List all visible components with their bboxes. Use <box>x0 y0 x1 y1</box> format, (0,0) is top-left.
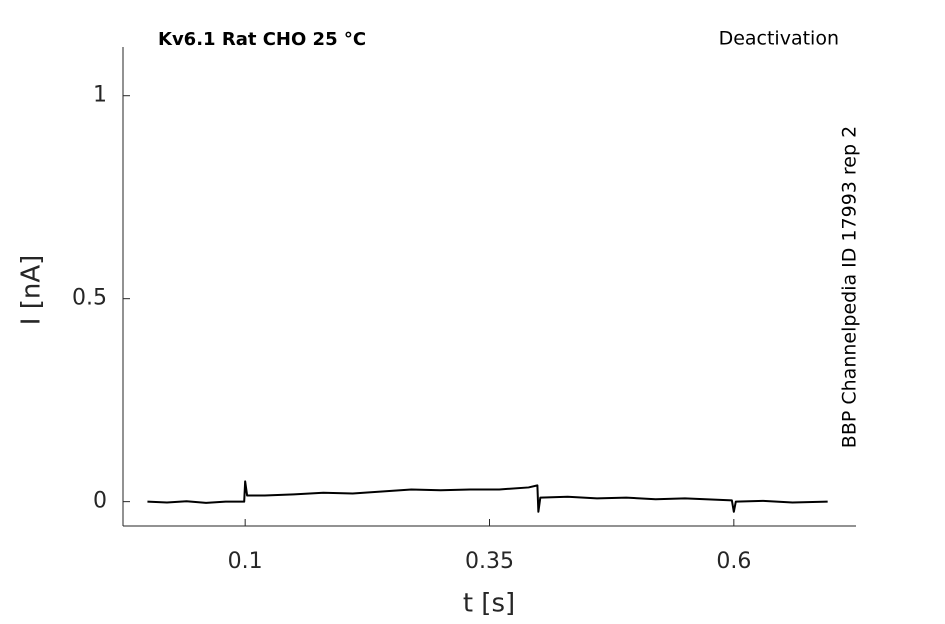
protocol-label: Deactivation <box>719 28 839 50</box>
source-label: BBP Channelpedia ID 17993 rep 2 <box>839 126 861 448</box>
y-tick-label: 0 <box>93 489 107 514</box>
x-tick-label: 0.1 <box>228 549 263 574</box>
chart-title: Kv6.1 Rat CHO 25 °C <box>158 29 366 50</box>
y-tick-label: 0.5 <box>72 286 107 311</box>
trace-line <box>147 480 828 513</box>
x-axis-label: t [s] <box>463 589 515 619</box>
y-axis-label: I [nA] <box>17 255 47 325</box>
x-tick-label: 0.35 <box>465 549 514 574</box>
y-tick-label: 1 <box>93 83 107 108</box>
x-tick-label: 0.6 <box>716 549 751 574</box>
